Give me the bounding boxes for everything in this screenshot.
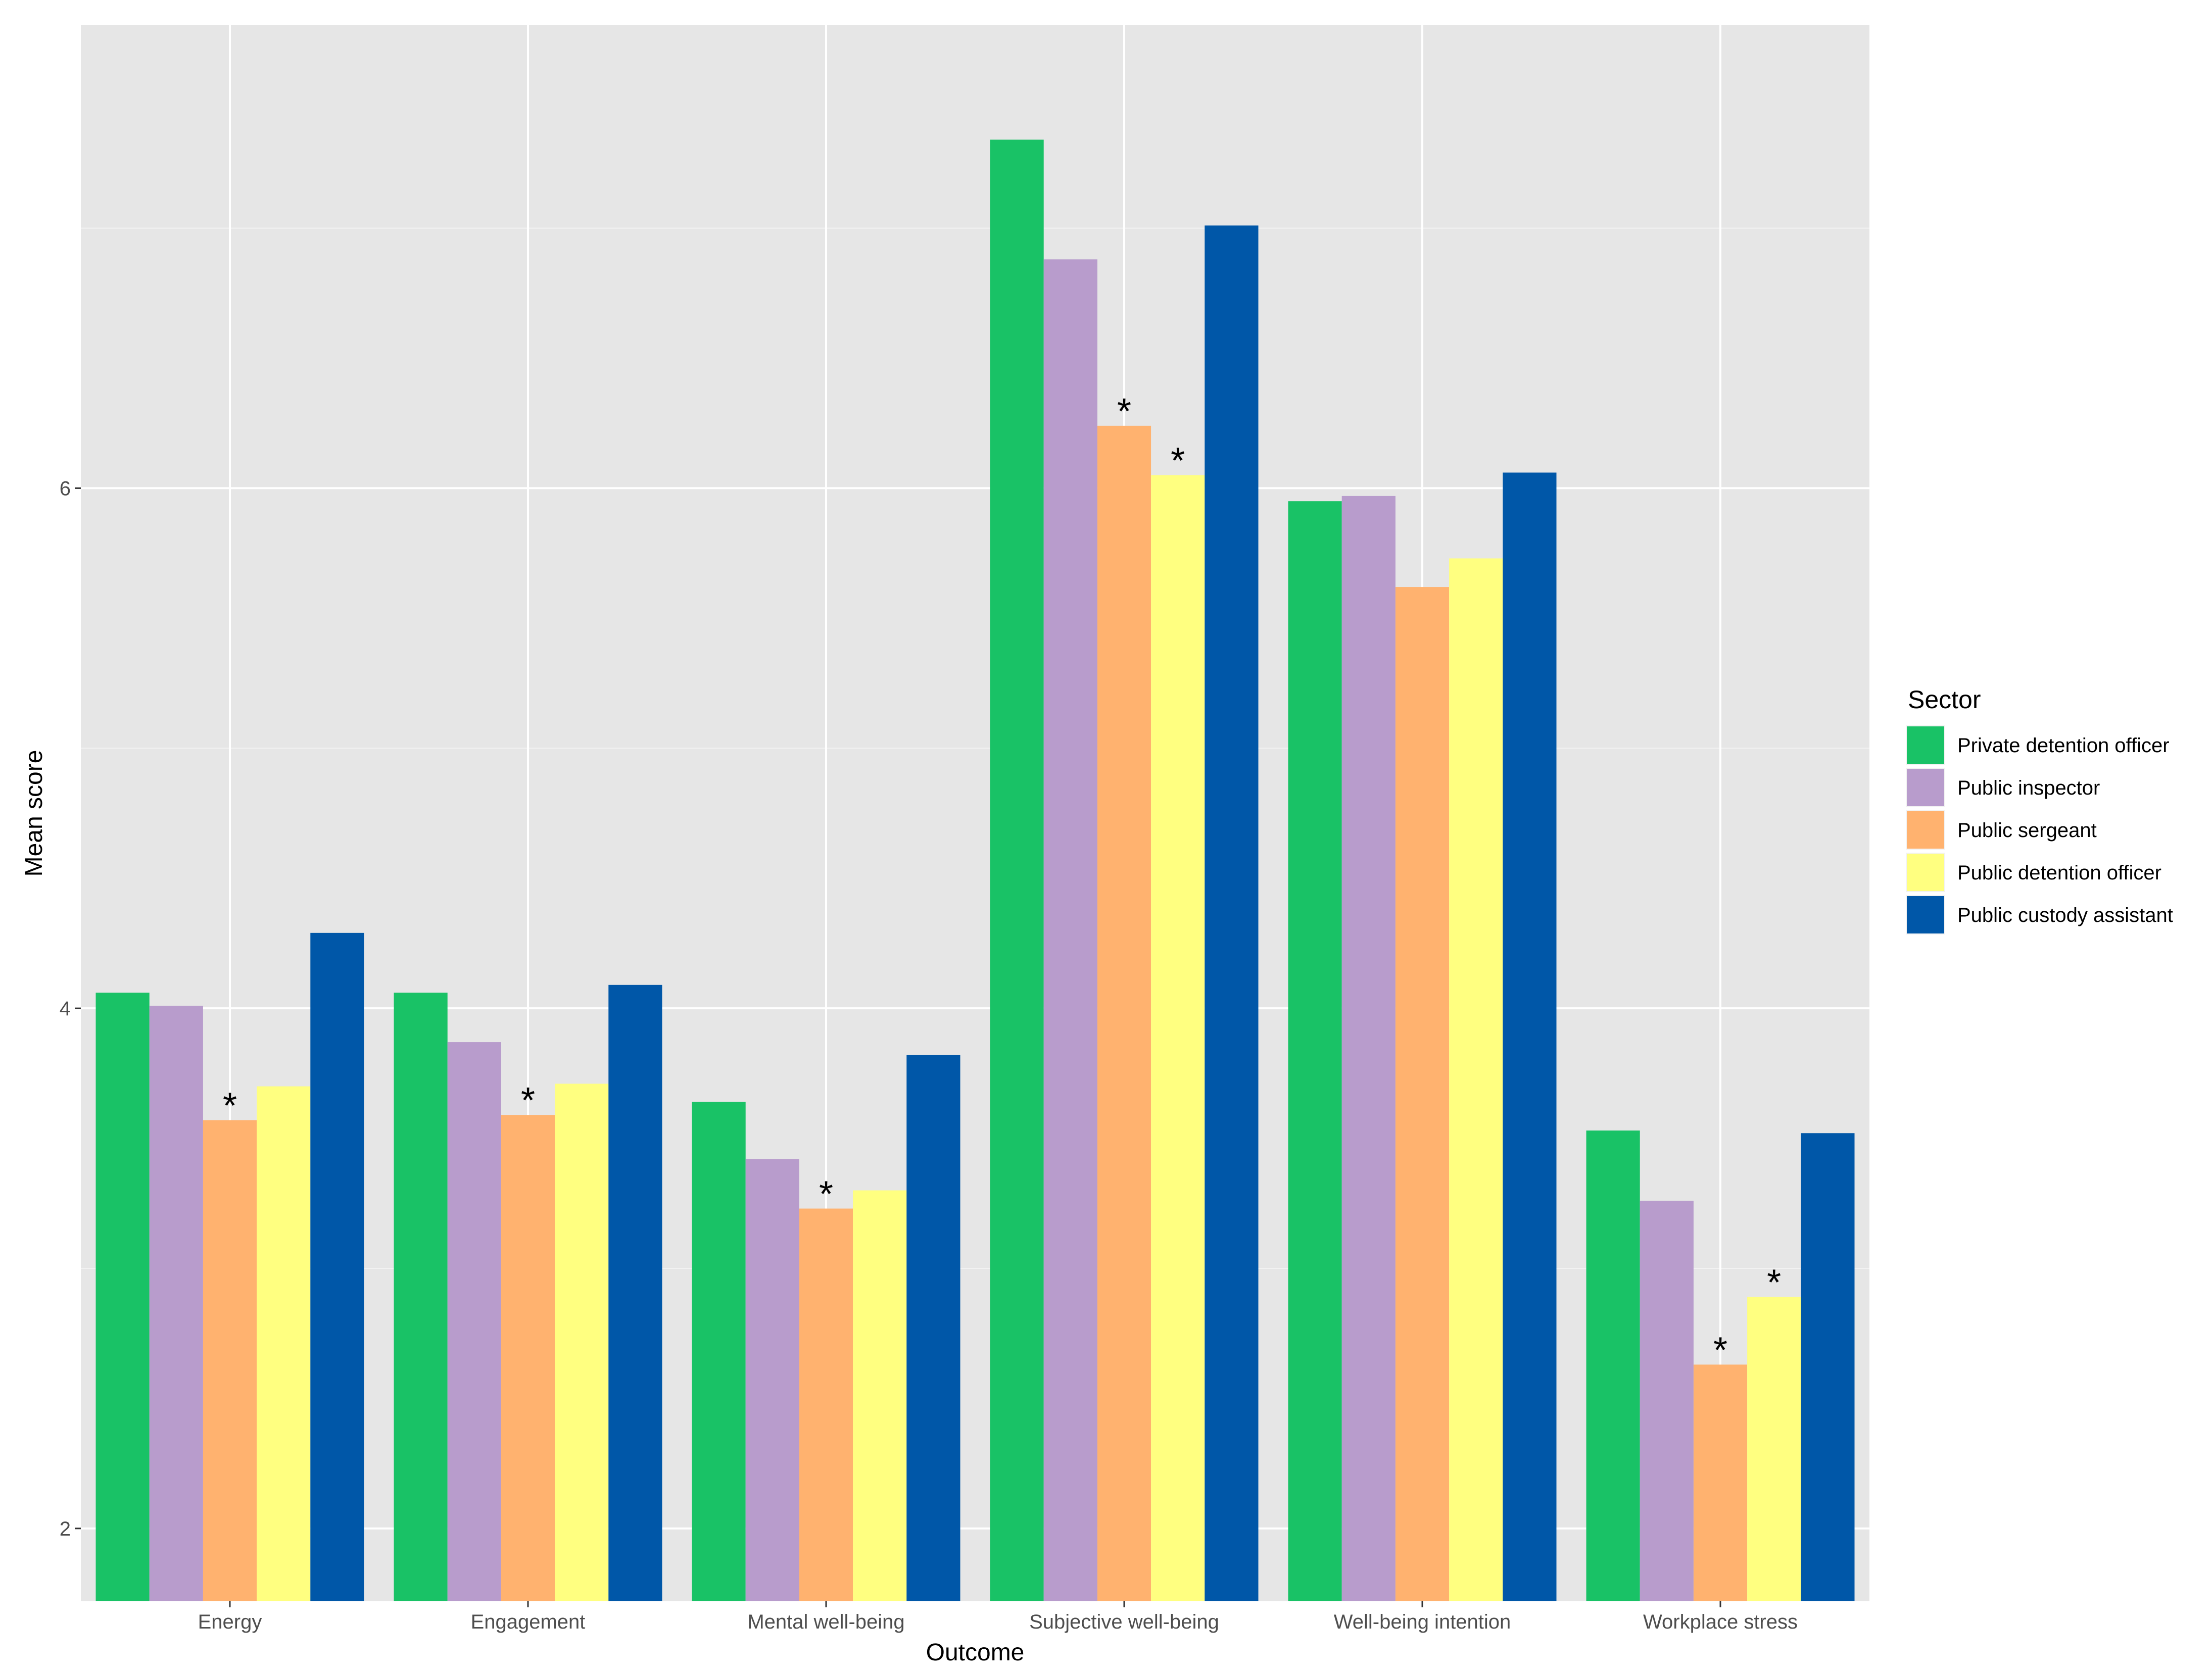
- bar-public-inspector: [447, 1042, 501, 1601]
- bar-public-custody-assistant: [608, 984, 662, 1601]
- bar-public-inspector: [1640, 1201, 1694, 1601]
- bar-private-detention-officer: [990, 139, 1044, 1601]
- x-tick-label: Energy: [198, 1611, 262, 1633]
- y-axis-title: Mean score: [21, 750, 47, 877]
- bar-public-custody-assistant: [906, 1055, 960, 1601]
- x-tick-label: Well-being intention: [1334, 1611, 1511, 1633]
- legend-swatch: [1907, 854, 1944, 891]
- significance-asterisk: *: [1171, 441, 1185, 481]
- annotations-group: * * * * * * *: [223, 391, 1781, 1371]
- bar-public-sergeant: [1693, 1364, 1748, 1601]
- minor-gridlines: [81, 227, 1869, 1269]
- x-axis: Energy Engagement Mental well-being Subject…: [198, 1601, 1798, 1633]
- bars-group: [95, 139, 1855, 1602]
- bar-public-inspector: [745, 1159, 799, 1601]
- bar-public-custody-assistant: [1205, 225, 1259, 1602]
- bar-public-sergeant: [1097, 425, 1151, 1601]
- bar-public-detention-officer: [257, 1086, 311, 1601]
- bar-private-detention-officer: [95, 993, 150, 1601]
- bar-public-sergeant: [501, 1115, 555, 1601]
- bar-public-sergeant: [1395, 587, 1450, 1601]
- legend-label: Public detention officer: [1957, 862, 2161, 884]
- plot-panel: [81, 25, 1869, 1601]
- significance-asterisk: *: [521, 1080, 535, 1121]
- bar-public-sergeant: [799, 1208, 853, 1601]
- bar-public-detention-officer: [853, 1190, 907, 1601]
- y-axis: 2 4 6: [60, 477, 81, 1540]
- bar-private-detention-officer: [692, 1102, 746, 1601]
- legend-swatch: [1907, 769, 1944, 806]
- legend-title: Sector: [1908, 685, 1981, 714]
- legend-label: Public inspector: [1957, 777, 2100, 799]
- bar-public-inspector: [1043, 259, 1097, 1602]
- legend-label: Public sergeant: [1957, 819, 2097, 842]
- bar-public-inspector: [149, 1005, 203, 1601]
- bar-private-detention-officer: [1586, 1130, 1640, 1601]
- bar-public-detention-officer: [1449, 558, 1503, 1601]
- bar-public-custody-assistant: [1801, 1133, 1855, 1601]
- y-tick-label: 4: [60, 998, 71, 1020]
- y-tick-label: 2: [60, 1518, 71, 1540]
- significance-asterisk: *: [1767, 1263, 1781, 1303]
- x-tick-label: Engagement: [471, 1611, 586, 1633]
- bar-public-detention-officer: [555, 1084, 609, 1601]
- bar-public-custody-assistant: [310, 932, 364, 1601]
- legend-swatch: [1907, 726, 1944, 764]
- significance-asterisk: *: [223, 1086, 237, 1126]
- legend-swatch: [1907, 896, 1944, 933]
- bar-public-detention-officer: [1151, 475, 1205, 1601]
- x-tick-label: Subjective well-being: [1029, 1611, 1219, 1633]
- x-tick-label: Mental well-being: [747, 1611, 904, 1633]
- legend-swatch: [1907, 811, 1944, 849]
- significance-asterisk: *: [1117, 391, 1131, 432]
- bar-public-sergeant: [203, 1120, 257, 1601]
- legend-label: Public custody assistant: [1957, 904, 2173, 926]
- legend-label: Private detention officer: [1957, 734, 2170, 757]
- bar-public-inspector: [1341, 496, 1396, 1602]
- bar-private-detention-officer: [1288, 501, 1342, 1601]
- bar-public-detention-officer: [1747, 1297, 1801, 1601]
- bar-public-custody-assistant: [1503, 472, 1557, 1602]
- y-tick-label: 6: [60, 477, 71, 500]
- x-tick-label: Workplace stress: [1643, 1611, 1798, 1633]
- x-axis-title: Outcome: [926, 1639, 1025, 1666]
- significance-asterisk: *: [1713, 1330, 1727, 1370]
- legend: Sector Private detention officer Public i…: [1906, 685, 2173, 934]
- bar-private-detention-officer: [394, 993, 448, 1601]
- significance-asterisk: *: [819, 1174, 833, 1215]
